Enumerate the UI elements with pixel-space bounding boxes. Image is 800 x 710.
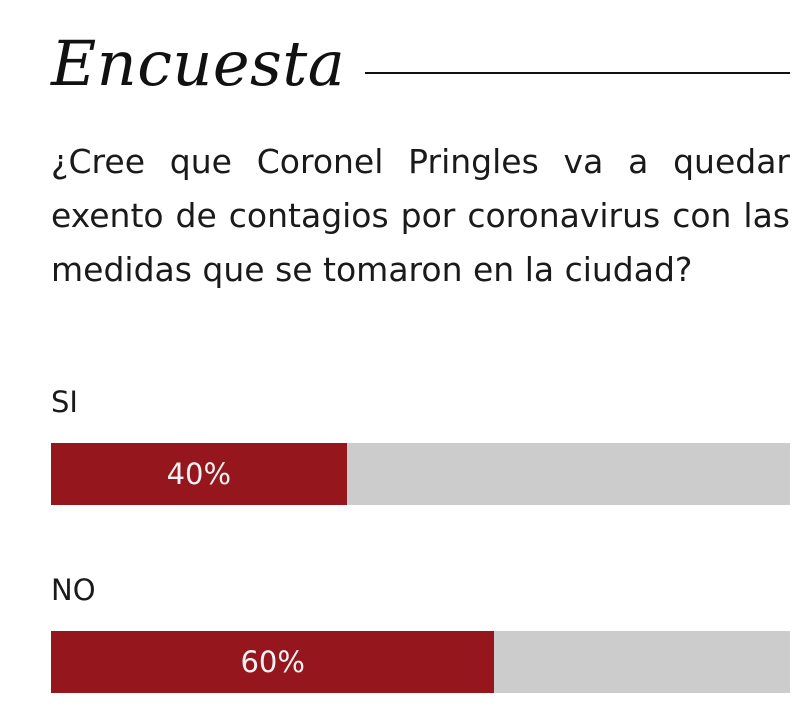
- result-bar-fill-no: 60%: [51, 631, 495, 693]
- option-label-no: NO: [51, 573, 96, 607]
- title-divider: [365, 72, 790, 74]
- poll-option-si[interactable]: SI: [51, 388, 790, 417]
- result-bar-fill-si: 40%: [51, 443, 347, 505]
- poll-widget: Encuesta ¿Cree que Coronel Pringles va a…: [51, 0, 790, 693]
- poll-option-no[interactable]: NO: [51, 576, 790, 605]
- poll-title: Encuesta: [51, 27, 346, 100]
- result-percent-si: 40%: [166, 457, 232, 491]
- result-bar-no[interactable]: 60%: [51, 631, 790, 693]
- poll-question: ¿Cree que Coronel Pringles va a quedar e…: [51, 142, 790, 289]
- poll-header: Encuesta: [51, 0, 790, 140]
- result-percent-no: 60%: [240, 645, 305, 679]
- result-bar-si[interactable]: 40%: [51, 443, 790, 505]
- option-label-si: SI: [51, 385, 78, 419]
